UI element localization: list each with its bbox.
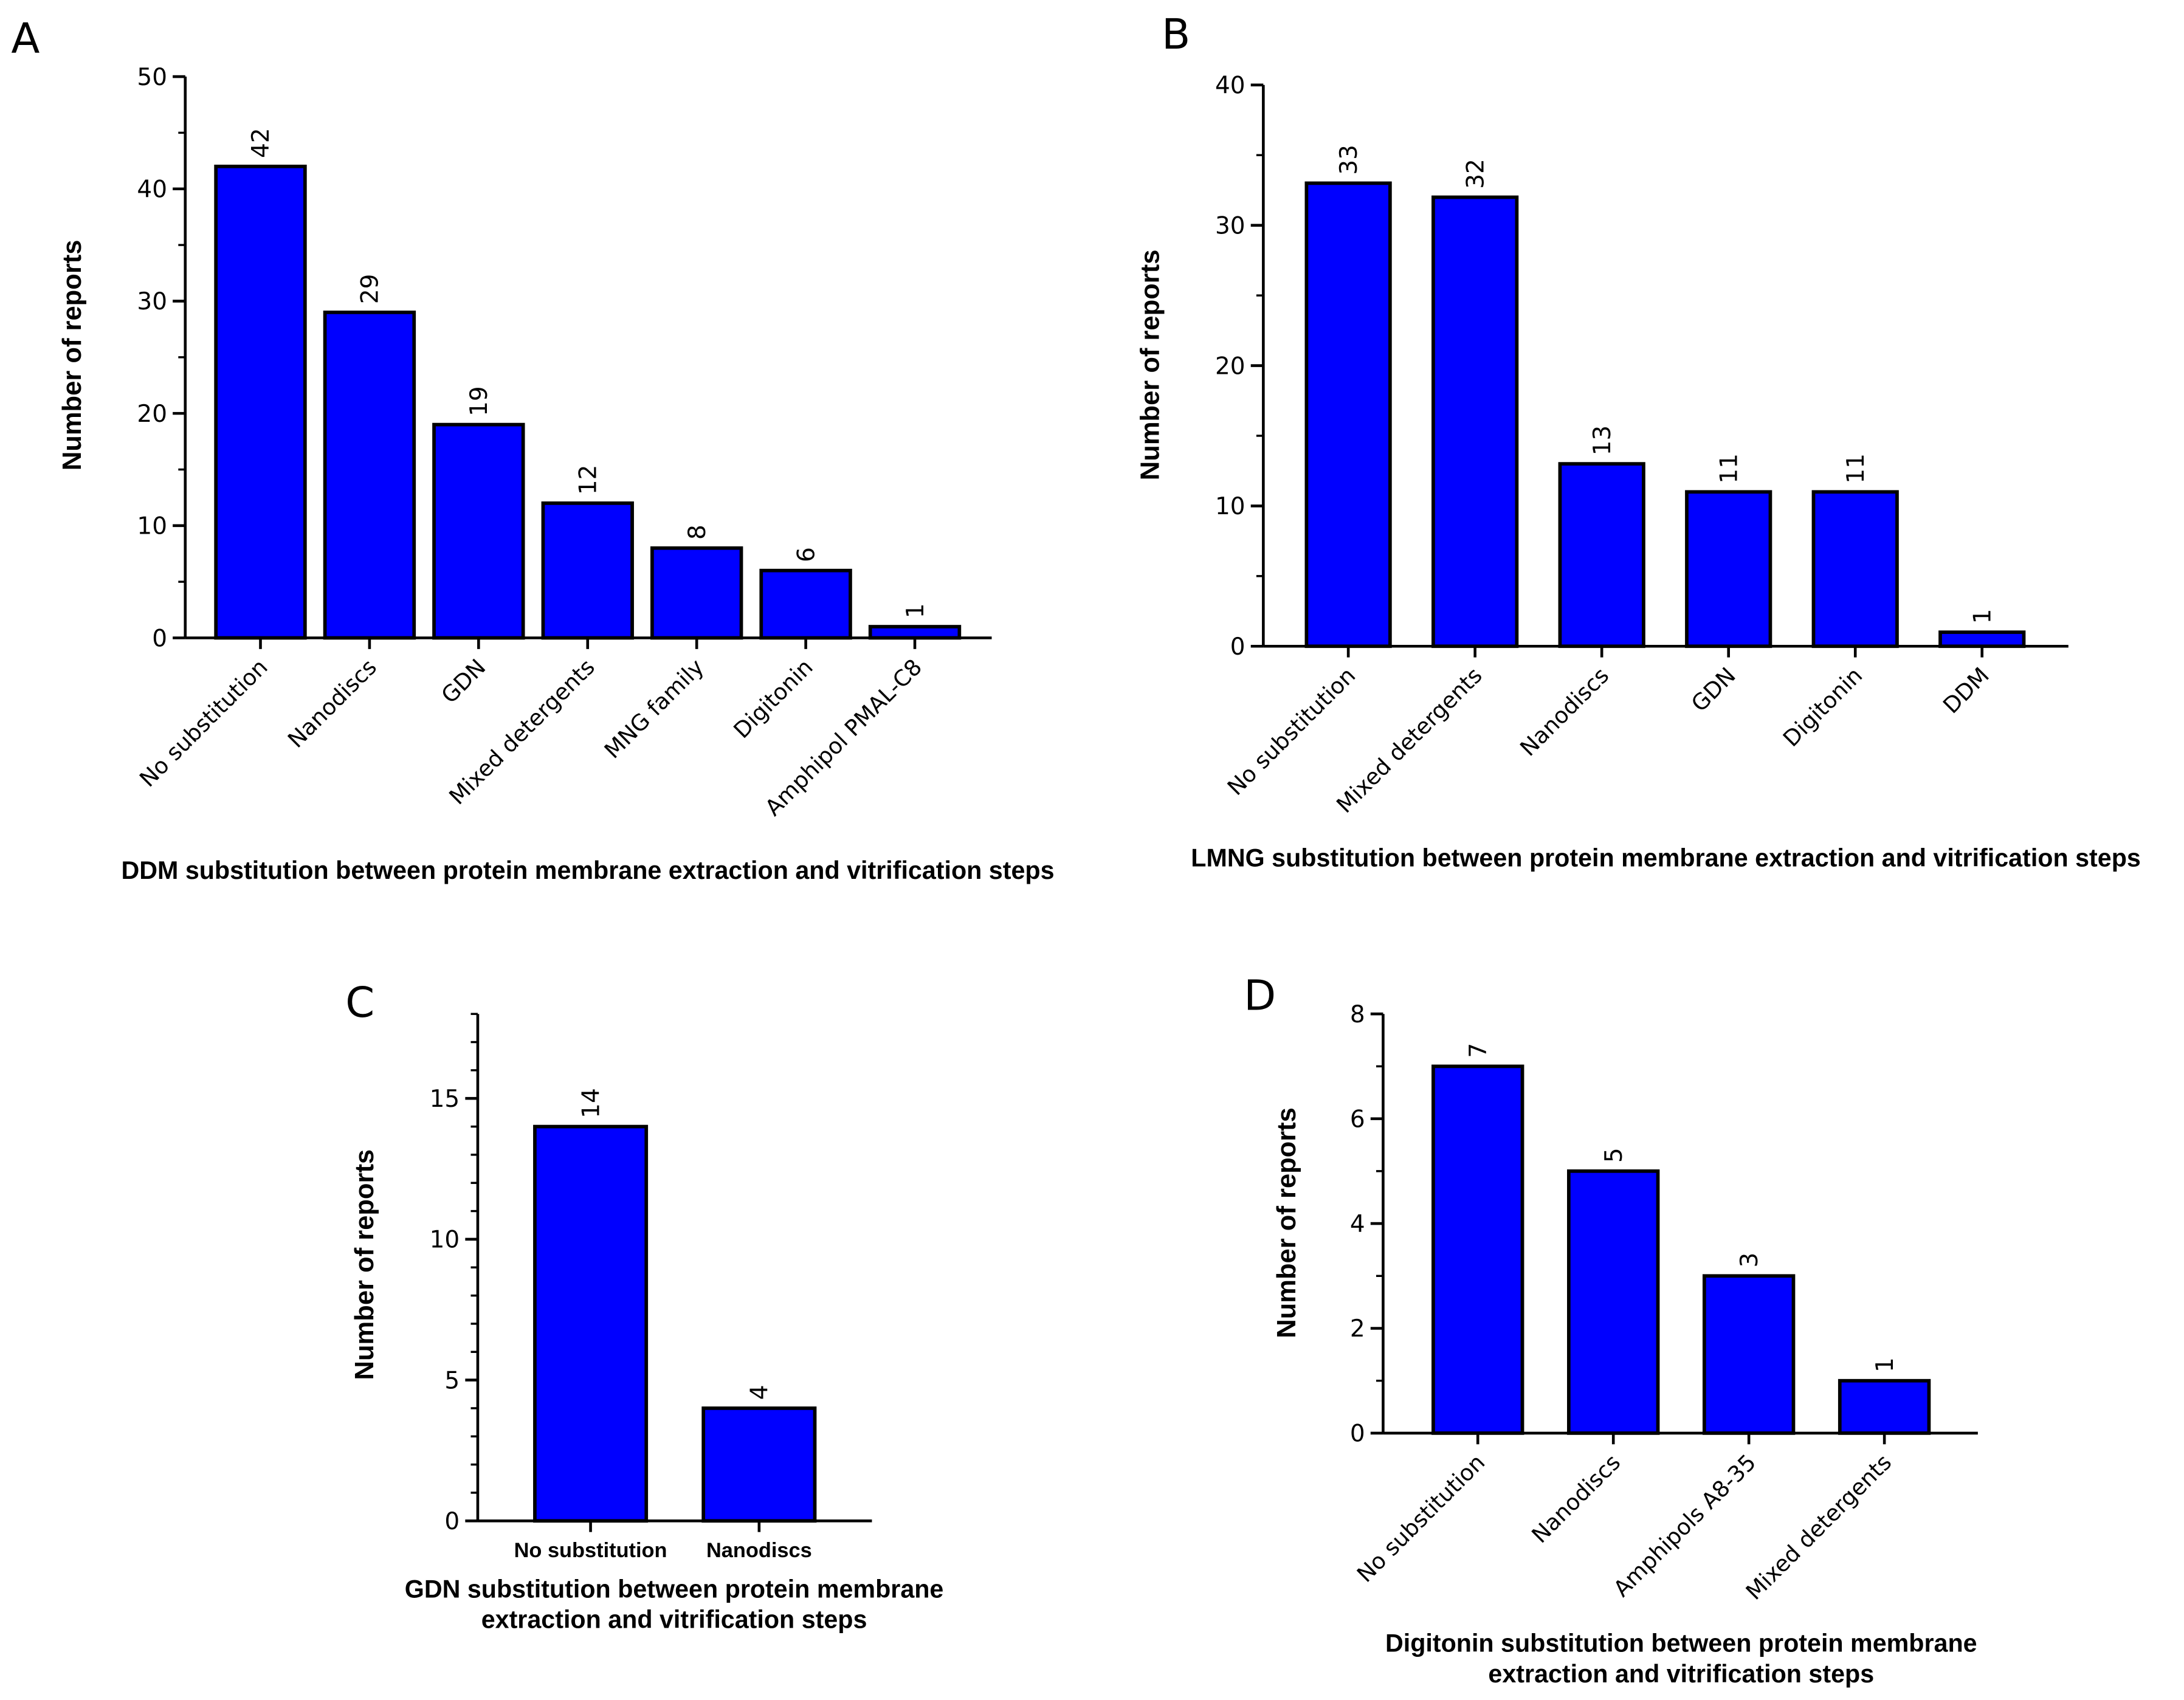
x-tick-label: No substitution (1222, 662, 1360, 800)
bar (1938, 630, 2026, 649)
value-label: 33 (1335, 145, 1363, 175)
y-tick-label: 20 (137, 401, 167, 428)
y-tick-label: 40 (1215, 72, 1245, 100)
x-tick-label: Nanodiscs (283, 654, 382, 753)
y-tick-label: 8 (1350, 1001, 1365, 1028)
y-tick-label: 6 (1350, 1106, 1365, 1133)
x-tick-label: No substitution (1352, 1449, 1490, 1587)
y-tick-label: 10 (1215, 493, 1245, 520)
value-label: 11 (1842, 453, 1870, 484)
y-tick-label: 10 (137, 513, 167, 540)
x-axis-label: GDN substitution between protein membran… (405, 1575, 944, 1603)
x-tick-label: MNG family (599, 654, 709, 763)
y-axis-label: Number of reports (350, 1149, 379, 1380)
y-tick-label: 4 (1350, 1211, 1365, 1238)
y-tick-label: 2 (1350, 1315, 1365, 1343)
x-axis-label: extraction and vitrification steps (481, 1606, 867, 1634)
value-label: 42 (247, 128, 275, 159)
y-tick-label: 15 (430, 1086, 460, 1113)
bar (1685, 490, 1772, 649)
value-label: 4 (746, 1385, 774, 1400)
panel-label: C (345, 979, 374, 1027)
y-axis-label: Number of reports (1135, 250, 1165, 481)
y-tick-label: 0 (444, 1508, 460, 1535)
bar (1811, 490, 1899, 649)
bar (1431, 195, 1519, 649)
value-label: 29 (357, 274, 384, 305)
value-label: 11 (1715, 453, 1743, 484)
x-axis-label: extraction and vitrification steps (1488, 1660, 1874, 1688)
value-label: 1 (1872, 1357, 1899, 1372)
y-tick-label: 0 (1350, 1420, 1365, 1448)
bar (214, 164, 307, 640)
value-label: 1 (902, 604, 929, 619)
bar (541, 501, 634, 640)
value-label: 5 (1600, 1148, 1628, 1163)
bar (533, 1124, 649, 1523)
x-axis-label: DDM substitution between protein membran… (121, 856, 1054, 884)
y-tick-label: 30 (137, 288, 167, 315)
value-label: 3 (1736, 1253, 1763, 1268)
bar (701, 1406, 817, 1523)
y-tick-label: 40 (137, 176, 167, 203)
bar (759, 568, 852, 640)
y-tick-label: 0 (152, 625, 167, 652)
bar (1558, 462, 1645, 649)
x-tick-label: No substitution (134, 654, 272, 792)
panel-label: A (11, 15, 40, 63)
x-tick-label: GDN (436, 654, 491, 709)
y-axis-label: Number of reports (1272, 1107, 1301, 1338)
value-label: 14 (577, 1088, 605, 1118)
y-tick-label: 5 (444, 1367, 460, 1394)
bar (1838, 1378, 1931, 1435)
x-axis-label: Digitonin substitution between protein m… (1385, 1629, 1977, 1657)
y-tick-label: 50 (137, 64, 167, 91)
bar (1304, 181, 1392, 649)
x-tick-label: No substitution (514, 1539, 667, 1562)
x-tick-label: Mixed detergents (1741, 1449, 1896, 1605)
bar (650, 546, 743, 640)
value-label: 32 (1462, 159, 1489, 189)
x-tick-label: Digitonin (1778, 662, 1867, 752)
x-tick-label: Nanodiscs (706, 1539, 812, 1562)
y-axis-label: Number of reports (58, 240, 87, 471)
x-tick-label: GDN (1686, 662, 1741, 717)
y-tick-label: 30 (1215, 212, 1245, 239)
x-axis-label: LMNG substitution between protein membra… (1191, 844, 2141, 872)
bar (1702, 1274, 1796, 1435)
value-label: 13 (1589, 425, 1616, 456)
value-label: 12 (575, 465, 602, 495)
value-label: 7 (1465, 1043, 1492, 1058)
bar (323, 311, 416, 640)
value-label: 1 (1969, 609, 1996, 624)
x-tick-label: Digitonin (728, 654, 818, 743)
bar (1567, 1169, 1660, 1435)
y-tick-label: 0 (1230, 633, 1245, 661)
x-tick-label: Amphipols A8-35 (1608, 1449, 1761, 1602)
bar (868, 625, 962, 640)
value-label: 6 (793, 547, 820, 562)
bar (1431, 1064, 1524, 1435)
x-tick-label: DDM (1938, 662, 1994, 719)
x-tick-label: Nanodiscs (1526, 1449, 1625, 1548)
value-label: 19 (466, 386, 493, 416)
y-tick-label: 20 (1215, 353, 1245, 380)
panel-label: B (1162, 10, 1190, 59)
panel-label: D (1244, 971, 1276, 1020)
value-label: 8 (684, 525, 711, 540)
bar (432, 422, 525, 640)
y-tick-label: 10 (430, 1227, 460, 1254)
x-tick-label: Nanodiscs (1515, 662, 1614, 762)
